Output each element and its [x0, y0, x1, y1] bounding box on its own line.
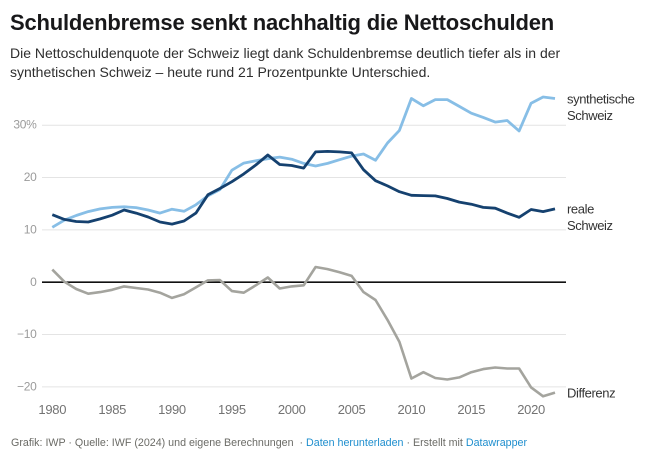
svg-text:10: 10 [24, 222, 37, 236]
svg-text:1980: 1980 [38, 402, 66, 417]
svg-text:1990: 1990 [158, 402, 186, 417]
svg-text:2020: 2020 [517, 402, 545, 417]
svg-text:Differenz: Differenz [567, 386, 615, 401]
svg-text:2005: 2005 [338, 402, 366, 417]
svg-text:Schweiz: Schweiz [567, 108, 613, 123]
svg-text:synthetische: synthetische [567, 92, 635, 107]
svg-text:1995: 1995 [218, 402, 246, 417]
svg-text:1985: 1985 [98, 402, 126, 417]
svg-text:Schweiz: Schweiz [567, 218, 613, 233]
svg-text:2010: 2010 [398, 402, 426, 417]
svg-text:−10: −10 [17, 327, 37, 341]
svg-text:0: 0 [30, 275, 37, 289]
svg-text:2015: 2015 [457, 402, 485, 417]
svg-text:reale: reale [567, 202, 594, 217]
svg-text:2000: 2000 [278, 402, 306, 417]
svg-text:20: 20 [24, 170, 37, 184]
svg-text:30%: 30% [13, 118, 37, 132]
svg-text:−20: −20 [17, 380, 37, 394]
